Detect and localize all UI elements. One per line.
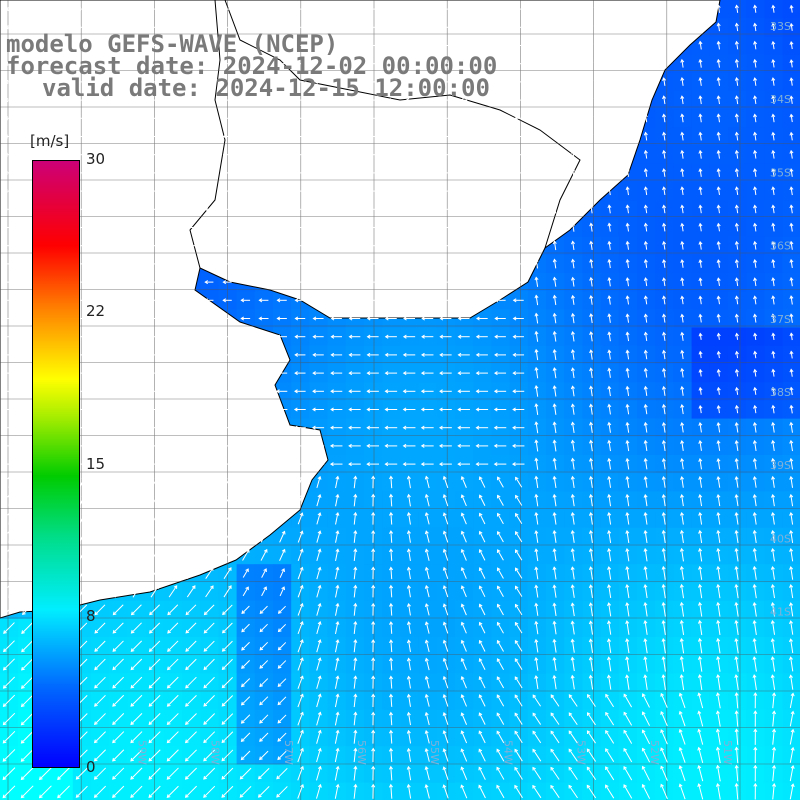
wind-arrow [8,585,10,598]
wind-arrow [8,512,10,525]
wind-arrow [8,548,10,562]
wind-arrow [8,476,10,488]
wind-arrow [8,567,10,580]
wind-arrow [8,494,10,507]
wind-arrow [8,530,10,543]
